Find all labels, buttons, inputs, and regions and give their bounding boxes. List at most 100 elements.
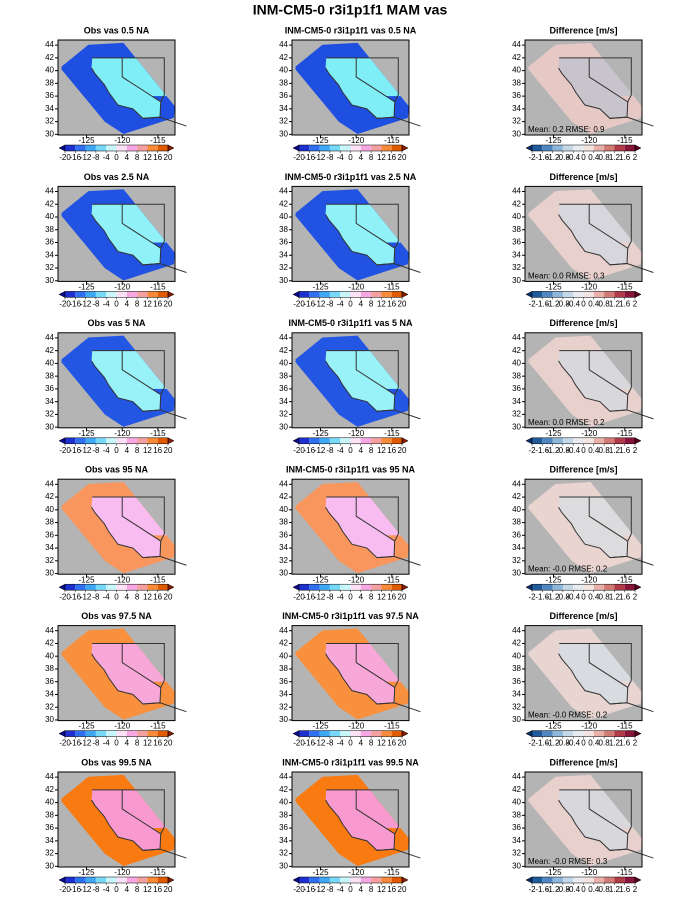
lat-tick-label: 42 (45, 199, 54, 208)
lat-tick-label: 32 (45, 849, 54, 858)
colorbar-tick-label: 12 (143, 300, 152, 309)
colorbar-tick-label: 16 (153, 446, 162, 455)
colorbar-tick-label: 0.4 (588, 739, 600, 748)
lat-tick-label: 42 (279, 53, 288, 62)
colorbar-extend (634, 730, 642, 738)
colorbar-tick-label: 0 (581, 446, 586, 455)
lon-tick-label: -125 (313, 429, 330, 438)
colorbar-tick-label: 20 (164, 300, 173, 309)
colorbar-bin (573, 584, 584, 591)
border (122, 789, 165, 835)
colorbar-bin (106, 145, 117, 151)
colorbar-tick-label: -4 (103, 300, 111, 309)
colorbar-tick-label: 0 (114, 592, 119, 601)
colorbar-bin (552, 145, 563, 151)
map-panel: Difference [m/s] 30 32 34 36 38 40 42 44 -125 -120… (512, 172, 654, 309)
colorbar-tick-label: -0.8 (556, 592, 570, 601)
lat-tick-label: 44 (279, 333, 288, 342)
colorbar-tick-label: 0.4 (588, 446, 600, 455)
colorbar-tick-label: 4 (125, 885, 130, 894)
lon-tick-label: -125 (313, 283, 330, 292)
colorbar-bin (126, 145, 138, 151)
colorbar-bin (299, 145, 310, 151)
lon-tick-label: -115 (617, 136, 633, 145)
colorbar-tick-label: 12 (377, 592, 386, 601)
colorbar-extend (167, 876, 175, 884)
lat-tick-label: 32 (45, 263, 54, 272)
colorbar-tick-label: -4 (337, 739, 345, 748)
lat-tick-label: 44 (45, 479, 54, 488)
colorbar-bin (85, 291, 96, 298)
colorbar-tick-label: -20 (293, 592, 305, 601)
border (142, 555, 187, 566)
colorbar-bin (309, 145, 320, 151)
colorbar-bin (624, 291, 635, 298)
colorbar-bin (542, 584, 553, 591)
colorbar-tick-label: 20 (164, 446, 173, 455)
colorbar-bin (562, 145, 574, 151)
colorbar-bin (299, 291, 310, 298)
lat-tick-label: 42 (45, 53, 54, 62)
colorbar-bin (147, 291, 158, 298)
colorbar-tick-label: 2 (633, 300, 638, 309)
colorbar-tick-label: 16 (387, 446, 396, 455)
colorbar-tick-label: -0.4 (566, 300, 580, 309)
lon-tick-label: -125 (546, 575, 563, 584)
map-frame (291, 625, 410, 722)
colorbar-tick-label: 16 (387, 592, 396, 601)
lon-tick-label: -120 (581, 722, 598, 731)
colorbar-bin (137, 437, 148, 444)
colorbar-tick-label: 4 (359, 153, 364, 162)
lat-tick-label: 38 (512, 518, 521, 527)
border (142, 116, 187, 127)
colorbar-tick-label: 20 (398, 300, 407, 309)
border (609, 702, 654, 713)
coastline (91, 642, 162, 705)
colorbar-tick-label: -12 (80, 739, 92, 748)
lat-tick-label: 36 (512, 238, 521, 247)
colorbar-tick-label: -1.6 (535, 446, 549, 455)
lat-tick-label: 30 (45, 422, 54, 431)
colorbar-bin (126, 584, 138, 591)
lat-tick-label: 36 (279, 91, 288, 100)
lon-tick-label: -115 (384, 283, 400, 292)
lat-tick-label: 36 (512, 91, 521, 100)
colorbar-tick-label: -20 (293, 446, 305, 455)
colorbar-bin (583, 291, 594, 298)
colorbar-tick-label: -12 (80, 153, 92, 162)
lat-tick-label: 38 (45, 518, 54, 527)
colorbar-bin (391, 730, 402, 737)
colorbar-bin (116, 584, 127, 591)
colorbar-bin (604, 730, 615, 737)
colorbar-tick-label: -1.2 (546, 153, 560, 162)
lat-tick-label: 36 (279, 384, 288, 393)
colorbar-tick-label: 0 (348, 739, 353, 748)
border (376, 409, 421, 420)
colorbar-bin (583, 877, 594, 883)
colorbar-tick-label: 0.8 (599, 153, 611, 162)
lat-tick-label: 34 (512, 836, 521, 845)
colorbar-tick-label: 0.4 (588, 153, 600, 162)
border (356, 57, 399, 103)
colorbar-bin (299, 437, 310, 444)
colorbar-bin (75, 877, 86, 883)
colorbar-tick-label: -16 (70, 446, 82, 455)
lon-tick-label: -115 (617, 722, 633, 731)
lat-tick-label: 40 (45, 798, 54, 807)
colorbar-tick-label: 0 (114, 446, 119, 455)
colorbar-bin (532, 877, 543, 883)
colorbar-bin (614, 291, 625, 298)
colorbar-extend (401, 583, 409, 591)
colorbar-bin (106, 437, 117, 444)
colorbar-bin (309, 584, 320, 591)
colorbar-tick-label: 8 (135, 885, 140, 894)
colorbar-tick-label: -12 (314, 739, 326, 748)
border (376, 555, 421, 566)
lat-tick-label: 32 (279, 263, 288, 272)
lon-tick-label: -120 (581, 429, 598, 438)
lat-tick-label: 42 (45, 639, 54, 648)
lat-tick-label: 32 (45, 117, 54, 126)
lat-tick-label: 30 (45, 129, 54, 138)
colorbar-tick-label: 1.6 (619, 153, 631, 162)
lat-tick-label: 36 (512, 823, 521, 832)
